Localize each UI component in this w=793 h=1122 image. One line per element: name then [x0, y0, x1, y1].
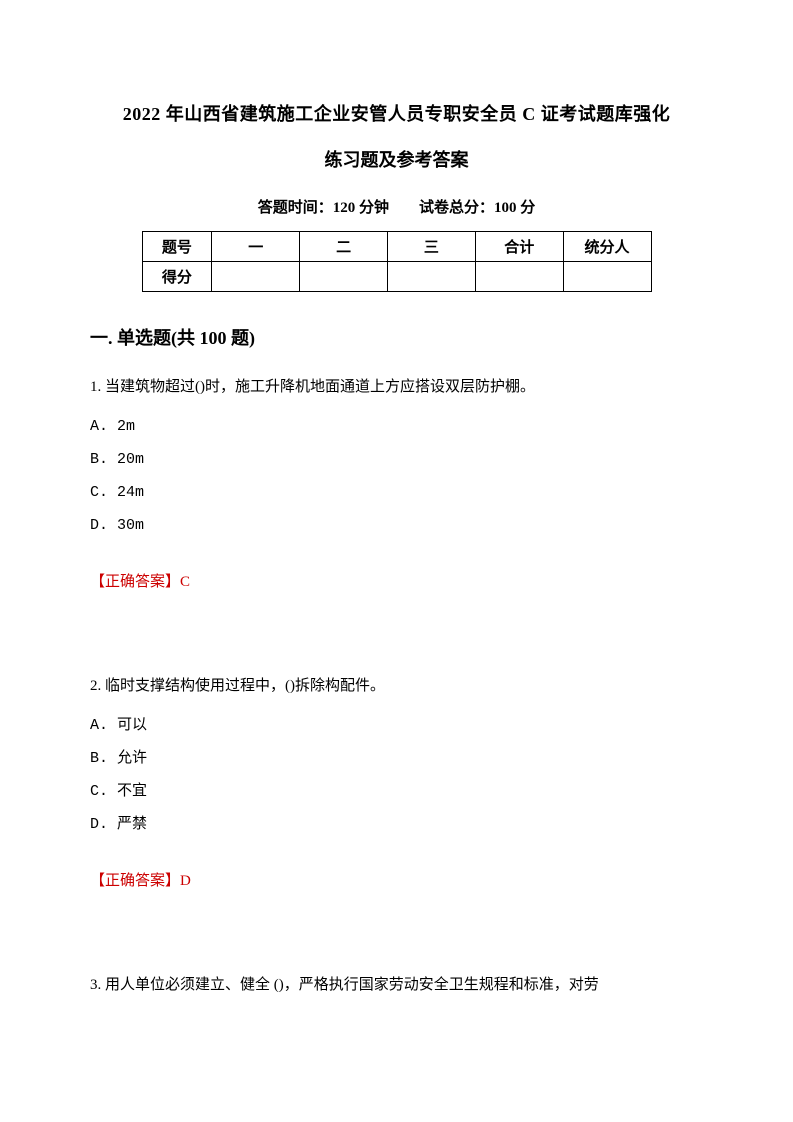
- answer-label: 【正确答案】: [90, 574, 180, 590]
- table-cell: [475, 262, 563, 292]
- table-cell: [563, 262, 651, 292]
- table-header-cell: 题号: [142, 232, 212, 262]
- question-1: 1. 当建筑物超过()时，施工升降机地面通道上方应搭设双层防护棚。 A. 2m …: [90, 372, 703, 591]
- question-number: 3.: [90, 977, 101, 993]
- option-d: D. 严禁: [90, 808, 703, 841]
- score-table: 题号 一 二 三 合计 统分人 得分: [142, 231, 652, 292]
- table-header-cell: 二: [300, 232, 388, 262]
- table-header-cell: 统分人: [563, 232, 651, 262]
- table-cell: [387, 262, 475, 292]
- table-cell: 得分: [142, 262, 212, 292]
- question-number: 1.: [90, 379, 101, 395]
- title-line-1: 2022 年山西省建筑施工企业安管人员专职安全员 C 证考试题库强化: [90, 100, 703, 126]
- question-text-content: 当建筑物超过()时，施工升降机地面通道上方应搭设双层防护棚。: [105, 379, 535, 395]
- question-2: 2. 临时支撑结构使用过程中，()拆除构配件。 A. 可以 B. 允许 C. 不…: [90, 671, 703, 890]
- question-text-content: 用人单位必须建立、健全 ()，严格执行国家劳动安全卫生规程和标准，对劳: [105, 977, 599, 993]
- option-c: C. 24m: [90, 476, 703, 509]
- answer-2: 【正确答案】D: [90, 869, 703, 890]
- section-heading: 一. 单选题(共 100 题): [90, 324, 703, 350]
- question-number: 2.: [90, 678, 101, 694]
- option-a: A. 2m: [90, 410, 703, 443]
- table-header-cell: 合计: [475, 232, 563, 262]
- table-row: 题号 一 二 三 合计 统分人: [142, 232, 651, 262]
- answer-1: 【正确答案】C: [90, 570, 703, 591]
- table-cell: [300, 262, 388, 292]
- question-text-content: 临时支撑结构使用过程中，()拆除构配件。: [105, 678, 385, 694]
- table-header-cell: 一: [212, 232, 300, 262]
- exam-info: 答题时间：120 分钟 试卷总分：100 分: [90, 196, 703, 217]
- question-stem: 2. 临时支撑结构使用过程中，()拆除构配件。: [90, 671, 703, 701]
- title-line-2: 练习题及参考答案: [90, 146, 703, 172]
- answer-value: D: [180, 873, 191, 889]
- table-cell: [212, 262, 300, 292]
- question-stem: 1. 当建筑物超过()时，施工升降机地面通道上方应搭设双层防护棚。: [90, 372, 703, 402]
- table-header-cell: 三: [387, 232, 475, 262]
- answer-value: C: [180, 574, 190, 590]
- option-b: B. 允许: [90, 742, 703, 775]
- question-stem: 3. 用人单位必须建立、健全 ()，严格执行国家劳动安全卫生规程和标准，对劳: [90, 970, 703, 1000]
- table-row: 得分: [142, 262, 651, 292]
- option-b: B. 20m: [90, 443, 703, 476]
- answer-label: 【正确答案】: [90, 873, 180, 889]
- question-3: 3. 用人单位必须建立、健全 ()，严格执行国家劳动安全卫生规程和标准，对劳: [90, 970, 703, 1000]
- option-a: A. 可以: [90, 709, 703, 742]
- option-d: D. 30m: [90, 509, 703, 542]
- option-c: C. 不宜: [90, 775, 703, 808]
